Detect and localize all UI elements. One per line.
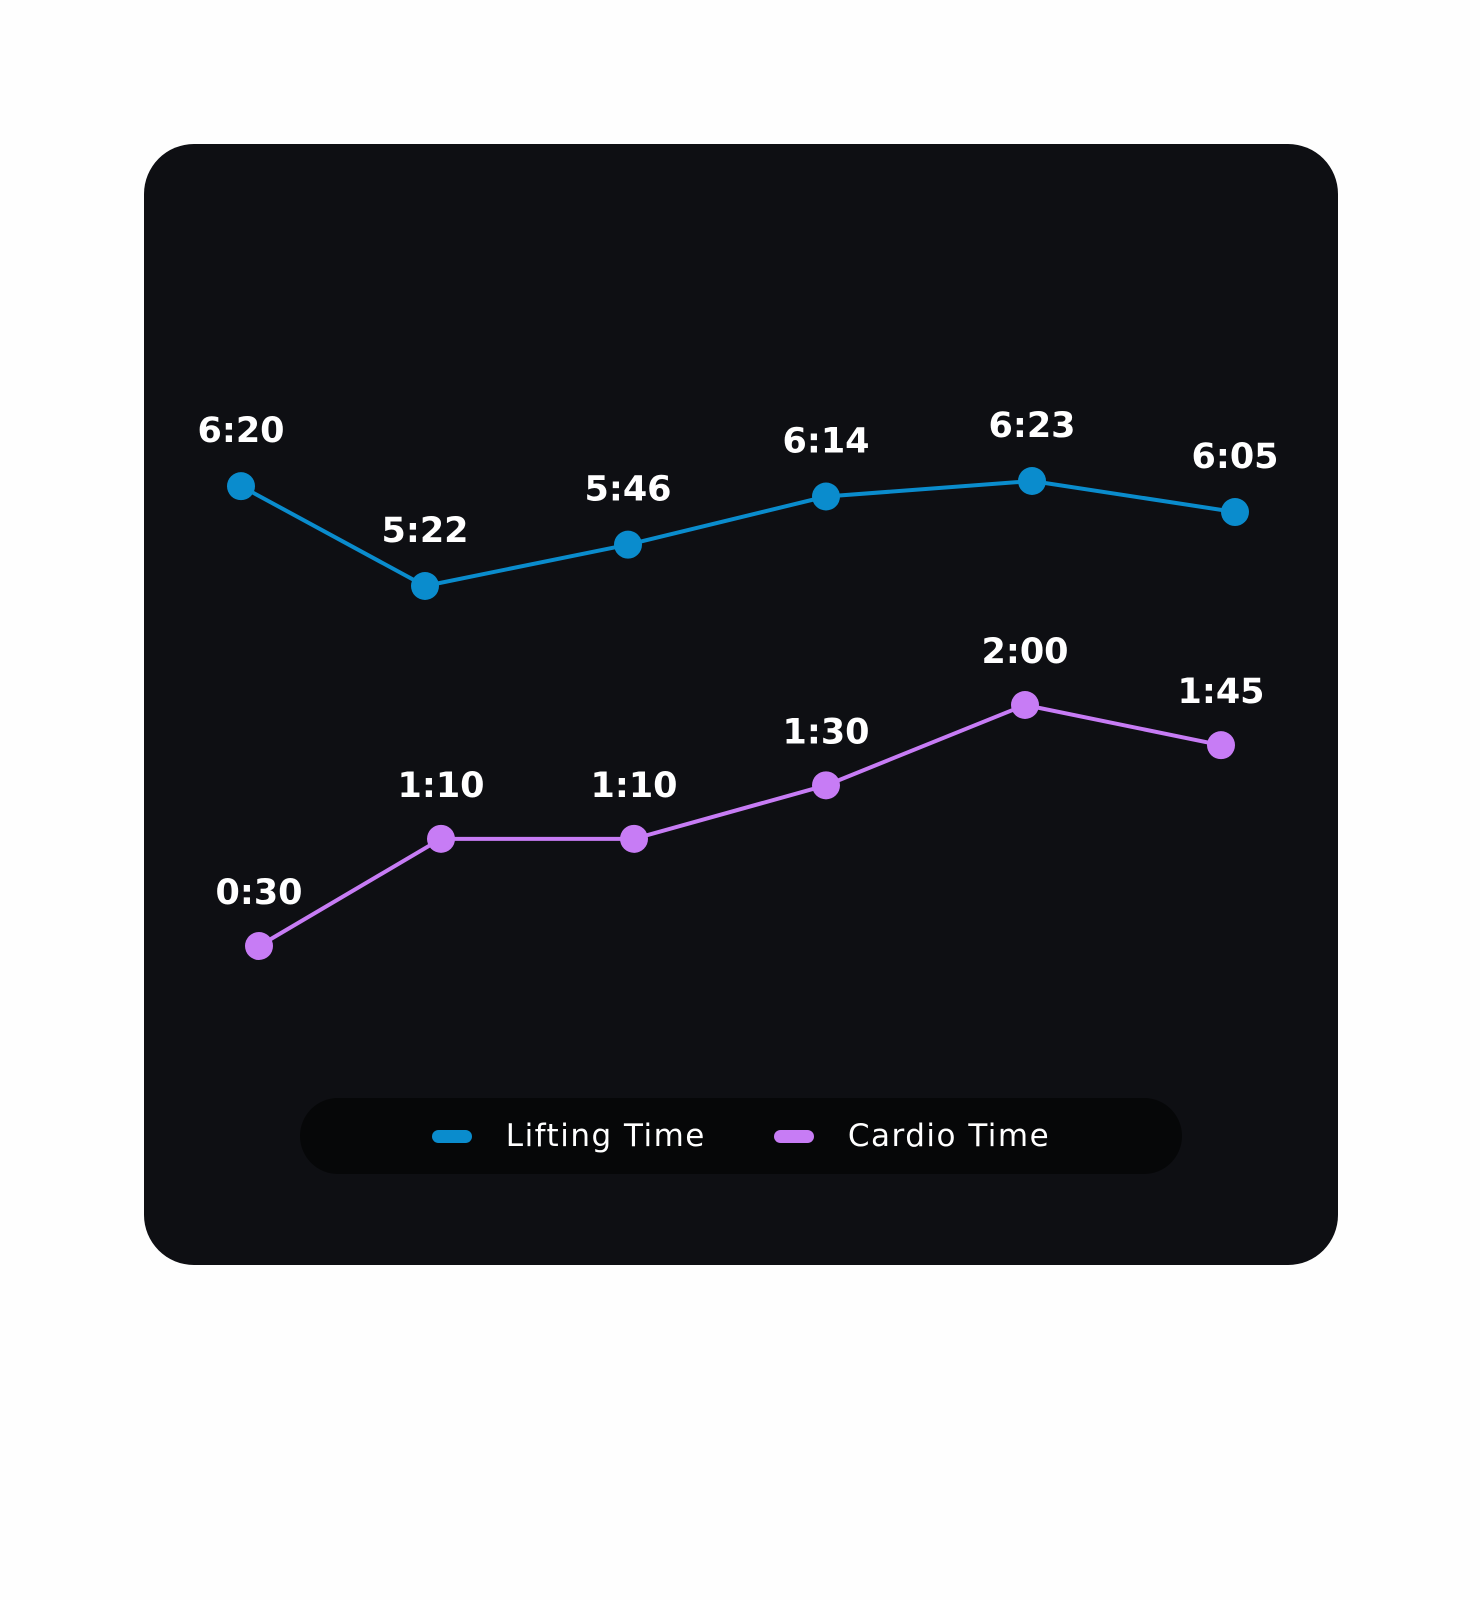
data-point-lifting-time[interactable] — [812, 482, 840, 511]
data-label-cardio-time: 0:30 — [215, 873, 302, 913]
legend-label-lifting-time: Lifting Time — [505, 1118, 706, 1154]
data-label-cardio-time: 1:30 — [782, 712, 869, 752]
series-line-lifting-time — [240, 479, 1236, 588]
legend-item-lifting-time[interactable]: Lifting Time — [431, 1118, 706, 1154]
data-point-cardio-time[interactable] — [620, 824, 648, 853]
data-label-lifting-time: 5:22 — [381, 511, 468, 551]
data-label-cardio-time: 2:00 — [981, 632, 1068, 672]
data-point-cardio-time[interactable] — [812, 771, 840, 800]
data-point-lifting-time[interactable] — [227, 472, 255, 501]
data-label-cardio-time: 1:10 — [397, 766, 484, 806]
data-point-cardio-time[interactable] — [1011, 691, 1039, 719]
data-point-lifting-time[interactable] — [411, 572, 439, 600]
data-label-lifting-time: 5:46 — [584, 470, 671, 510]
data-point-cardio-time[interactable] — [1207, 731, 1235, 760]
legend-label-cardio-time: Cardio Time — [847, 1118, 1051, 1154]
data-point-lifting-time[interactable] — [1221, 498, 1249, 527]
legend-swatch-cardio-time — [773, 1129, 814, 1143]
data-label-lifting-time: 6:05 — [1191, 437, 1278, 477]
data-point-cardio-time[interactable] — [245, 932, 273, 960]
chart-legend: Lifting Time Cardio Time — [300, 1098, 1182, 1174]
series-line-cardio-time — [257, 703, 1222, 948]
data-label-cardio-time: 1:10 — [590, 766, 677, 806]
legend-swatch-lifting-time — [431, 1129, 472, 1143]
legend-item-cardio-time[interactable]: Cardio Time — [773, 1118, 1051, 1154]
data-label-lifting-time: 6:14 — [782, 422, 869, 462]
data-point-lifting-time[interactable] — [614, 530, 642, 559]
data-label-cardio-time: 1:45 — [1177, 672, 1264, 712]
data-label-lifting-time: 6:23 — [988, 406, 1075, 446]
data-point-lifting-time[interactable] — [1018, 467, 1046, 495]
data-label-lifting-time: 6:20 — [197, 411, 284, 451]
chart-card — [144, 144, 1338, 1265]
series-layer: 6:20 5:22 5:46 6:14 6:23 6:05 0:30 1:10 1:10 1:30… — [197, 406, 1279, 960]
data-point-cardio-time[interactable] — [427, 824, 455, 853]
